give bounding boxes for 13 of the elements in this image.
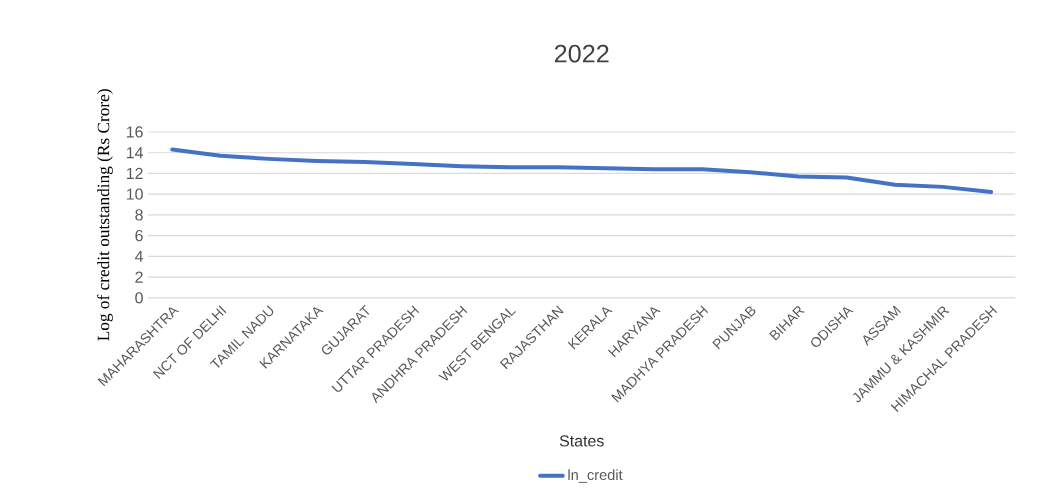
x-axis-title: States bbox=[559, 435, 604, 447]
legend-label: ln_credit bbox=[568, 469, 623, 483]
y-tick-label: 8 bbox=[135, 209, 143, 221]
y-tick-label: 4 bbox=[134, 250, 144, 262]
y-tick-label: 2 bbox=[135, 271, 143, 283]
y-tick-label: 10 bbox=[126, 188, 143, 200]
line-series bbox=[170, 147, 994, 195]
chart-title: 2022 bbox=[554, 44, 609, 63]
y-tick-label: 0 bbox=[135, 292, 143, 304]
y-tick-label: 12 bbox=[126, 167, 143, 179]
y-tick-label: 16 bbox=[126, 126, 143, 138]
y-tick-label: 6 bbox=[135, 229, 143, 242]
y-tick-label: 14 bbox=[126, 147, 144, 159]
